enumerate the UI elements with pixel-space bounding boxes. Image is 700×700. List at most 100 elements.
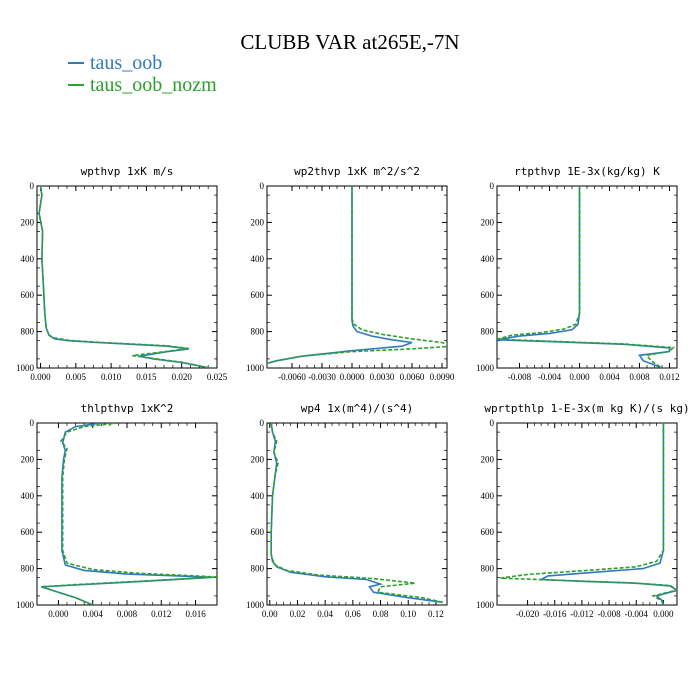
legend-item: taus_oob_nozm: [68, 74, 217, 96]
legend-label: taus_oob_nozm: [90, 73, 217, 96]
x-tick-label: 0.012: [659, 372, 679, 382]
series-line-taus_oob_nozm: [41, 423, 217, 605]
y-tick-label: 0: [490, 181, 495, 191]
y-tick-label: 600: [251, 527, 265, 537]
y-tick-label: 200: [481, 454, 495, 464]
series-line-taus_oob: [497, 186, 671, 368]
x-tick-label: 0.02: [290, 609, 306, 619]
y-tick-label: 800: [21, 564, 35, 574]
x-tick-label: 0.008: [117, 609, 138, 619]
panel-title: rtpthvp 1E-3x(kg/kg) K: [514, 165, 660, 178]
y-tick-label: 0: [260, 418, 265, 428]
x-tick-label: -0.008: [508, 372, 532, 382]
x-tick-label: 0.025: [207, 372, 228, 382]
y-tick-label: 400: [251, 491, 265, 501]
x-tick-label: 0.016: [185, 609, 206, 619]
x-tick-label: 0.10: [400, 609, 416, 619]
x-tick-label: 0.012: [151, 609, 171, 619]
y-tick-label: 1000: [246, 600, 265, 610]
y-tick-label: 800: [251, 327, 265, 337]
x-tick-label: 0.00: [262, 609, 278, 619]
plot-frame: [266, 185, 448, 369]
y-tick-label: 600: [481, 290, 495, 300]
x-tick-label: -0.004: [625, 609, 649, 619]
y-tick-label: 1000: [476, 363, 495, 373]
x-tick-label: 0.04: [317, 609, 333, 619]
x-tick-label: 0.015: [136, 372, 157, 382]
panel-title: wprtpthlp 1-E-3x(m kg K)/(s kg): [484, 402, 689, 415]
x-tick-label: -0.0030: [308, 372, 336, 382]
x-tick-label: 0.000: [30, 372, 51, 382]
y-tick-label: 0: [30, 418, 35, 428]
panel-title: wp4 1x(m^4)/(s^4): [301, 402, 414, 415]
legend-swatch: [68, 62, 84, 64]
y-tick-label: 200: [251, 217, 265, 227]
x-tick-label: 0.000: [569, 372, 590, 382]
x-tick-label: -0.020: [516, 609, 540, 619]
panel-title: thlpthvp 1xK^2: [81, 402, 174, 415]
legend-swatch: [68, 84, 84, 86]
y-tick-label: 1000: [476, 600, 495, 610]
y-tick-label: 0: [490, 418, 495, 428]
legend: taus_oob taus_oob_nozm: [68, 52, 217, 96]
legend-item: taus_oob: [68, 52, 217, 74]
y-tick-label: 800: [481, 564, 495, 574]
x-tick-label: 0.0090: [430, 372, 455, 382]
series-line-taus_oob_nozm: [267, 186, 447, 365]
x-tick-label: -0.004: [538, 372, 562, 382]
series-line-taus_oob_nozm: [270, 423, 443, 604]
plot-frame: [36, 185, 218, 369]
y-tick-label: 400: [251, 254, 265, 264]
y-tick-label: 400: [481, 491, 495, 501]
x-tick-label: 0.004: [83, 609, 104, 619]
x-tick-label: 0.020: [172, 372, 193, 382]
panel-title: wpthvp 1xK m/s: [81, 165, 174, 178]
y-tick-label: 400: [481, 254, 495, 264]
y-tick-label: 200: [251, 454, 265, 464]
x-tick-label: 0.005: [66, 372, 87, 382]
y-tick-label: 600: [481, 527, 495, 537]
series-line-taus_oob_nozm: [500, 423, 677, 605]
x-tick-label: -0.008: [597, 609, 621, 619]
y-tick-label: 800: [481, 327, 495, 337]
y-tick-label: 1000: [246, 363, 265, 373]
panel-title: wp2thvp 1xK m^2/s^2: [294, 165, 420, 178]
x-tick-label: 0.0060: [400, 372, 425, 382]
figure-title: CLUBB VAR at265E,-7N: [240, 30, 460, 54]
series-line-taus_oob: [267, 186, 413, 365]
x-tick-label: 0.008: [629, 372, 650, 382]
x-tick-label: 0.000: [653, 609, 674, 619]
x-tick-label: -0.016: [543, 609, 567, 619]
x-tick-label: 0.0030: [370, 372, 395, 382]
x-tick-label: -0.012: [570, 609, 593, 619]
y-tick-label: 400: [21, 491, 35, 501]
y-tick-label: 0: [30, 181, 35, 191]
x-tick-label: 0.0000: [340, 372, 365, 382]
y-tick-label: 800: [21, 327, 35, 337]
x-tick-label: 0.12: [428, 609, 444, 619]
y-tick-label: 400: [21, 254, 35, 264]
x-tick-label: 0.000: [48, 609, 69, 619]
x-tick-label: 0.004: [599, 372, 620, 382]
y-tick-label: 200: [21, 454, 35, 464]
x-tick-label: 0.06: [345, 609, 361, 619]
y-tick-label: 800: [251, 564, 265, 574]
series-line-taus_oob: [270, 423, 443, 604]
plot-frame: [496, 422, 678, 606]
series-line-taus_oob: [38, 186, 211, 368]
y-tick-label: 200: [21, 217, 35, 227]
y-tick-label: 1000: [16, 600, 35, 610]
y-tick-label: 600: [21, 290, 35, 300]
y-tick-label: 0: [260, 181, 265, 191]
y-tick-label: 600: [21, 527, 35, 537]
x-tick-label: 0.08: [373, 609, 389, 619]
y-tick-label: 200: [481, 217, 495, 227]
plot-frame: [266, 422, 448, 606]
series-line-taus_oob: [538, 423, 677, 605]
x-tick-label: -0.0060: [278, 372, 306, 382]
x-tick-label: 0.010: [101, 372, 122, 382]
legend-label: taus_oob: [90, 51, 163, 74]
series-line-taus_oob_nozm: [497, 186, 676, 368]
y-tick-label: 1000: [16, 363, 35, 373]
